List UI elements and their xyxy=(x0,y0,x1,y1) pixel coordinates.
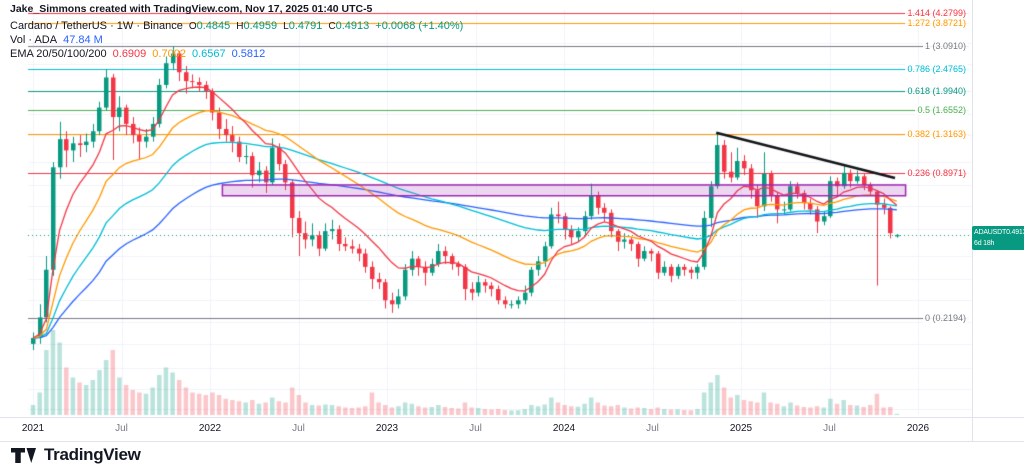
price-axis[interactable]: USDT 3.20002.60002.00001.60001.30001.000… xyxy=(972,0,1024,441)
fib-level-label[interactable]: 1 (3.0910) xyxy=(922,41,968,52)
symbol-legend[interactable]: Cardano / TetherUS · 1W · Binance O0.484… xyxy=(10,20,463,32)
ema-legend[interactable]: EMA 20/50/100/200 0.6909 0.7002 0.6567 0… xyxy=(10,48,265,60)
price-axis-separator xyxy=(972,0,973,441)
fib-level-label[interactable]: 0 (0.2194) xyxy=(922,312,968,323)
fib-level-label[interactable]: 0.5 (1.6552) xyxy=(915,105,968,116)
ohlc-open: O0.4845 xyxy=(188,20,231,32)
ema200-value: 0.5812 xyxy=(231,48,266,60)
time-tick: 2026 xyxy=(906,423,930,434)
fib-level-label[interactable]: 0.786 (2.4765) xyxy=(905,63,968,74)
time-tick: 2025 xyxy=(729,423,753,434)
footer-separator xyxy=(0,441,1024,442)
time-tick: 2022 xyxy=(198,423,222,434)
symbol-title: Cardano / TetherUS · 1W · Binance xyxy=(10,20,183,32)
bar-countdown: 6d 18h xyxy=(974,239,995,247)
fib-level-label[interactable]: 0.236 (0.8971) xyxy=(905,168,968,179)
fib-level-label[interactable]: 1.414 (4.2799) xyxy=(905,7,968,18)
last-price-label: ADAUSDT 0.4913 6d 18h xyxy=(972,225,1024,250)
volume-legend[interactable]: Vol · ADA 47.84 M xyxy=(10,34,103,46)
volume-value: 47.84 M xyxy=(63,34,103,46)
time-tick: Jul xyxy=(823,423,836,434)
ema50-value: 0.7002 xyxy=(152,48,186,60)
time-tick: Jul xyxy=(646,423,659,434)
price-change: +0.0068 (+1.40%) xyxy=(375,20,464,32)
tradingview-logo-icon xyxy=(11,447,36,463)
price-label-symbol: ADAUSDT xyxy=(974,228,1007,236)
ohlc-high: H0.4959 xyxy=(236,20,278,32)
ema-label: EMA 20/50/100/200 xyxy=(10,48,107,60)
ema100-value: 0.6567 xyxy=(191,48,226,60)
time-axis-separator xyxy=(0,417,1024,418)
price-label-value: 0.4913 xyxy=(1006,228,1024,236)
fib-level-label[interactable]: 0.382 (1.3163) xyxy=(905,128,968,139)
time-tick: 2024 xyxy=(552,423,576,434)
time-axis[interactable]: 2021 Jul 2022 Jul 2023 Jul 2024 Jul 2025 Jul 2026 xyxy=(0,418,972,441)
time-tick: Jul xyxy=(469,423,482,434)
tradingview-logo[interactable]: TradingView xyxy=(10,445,141,465)
time-tick: 2021 xyxy=(21,423,45,434)
tradingview-logo-text: TradingView xyxy=(44,445,141,464)
ohlc-close: C0.4913 xyxy=(328,20,370,32)
time-tick: Jul xyxy=(292,423,305,434)
fib-level-label[interactable]: 0.618 (1.9940) xyxy=(905,86,968,97)
ohlc-low: L0.4791 xyxy=(283,20,323,32)
time-tick: Jul xyxy=(115,423,128,434)
attribution-text: Jake_Simmons created with TradingView.co… xyxy=(10,3,373,15)
ema20-value: 0.6909 xyxy=(112,48,147,60)
volume-label: Vol · ADA xyxy=(10,34,58,46)
fib-level-label[interactable]: 1.272 (3.8721) xyxy=(905,18,968,29)
time-tick: 2023 xyxy=(375,423,399,434)
